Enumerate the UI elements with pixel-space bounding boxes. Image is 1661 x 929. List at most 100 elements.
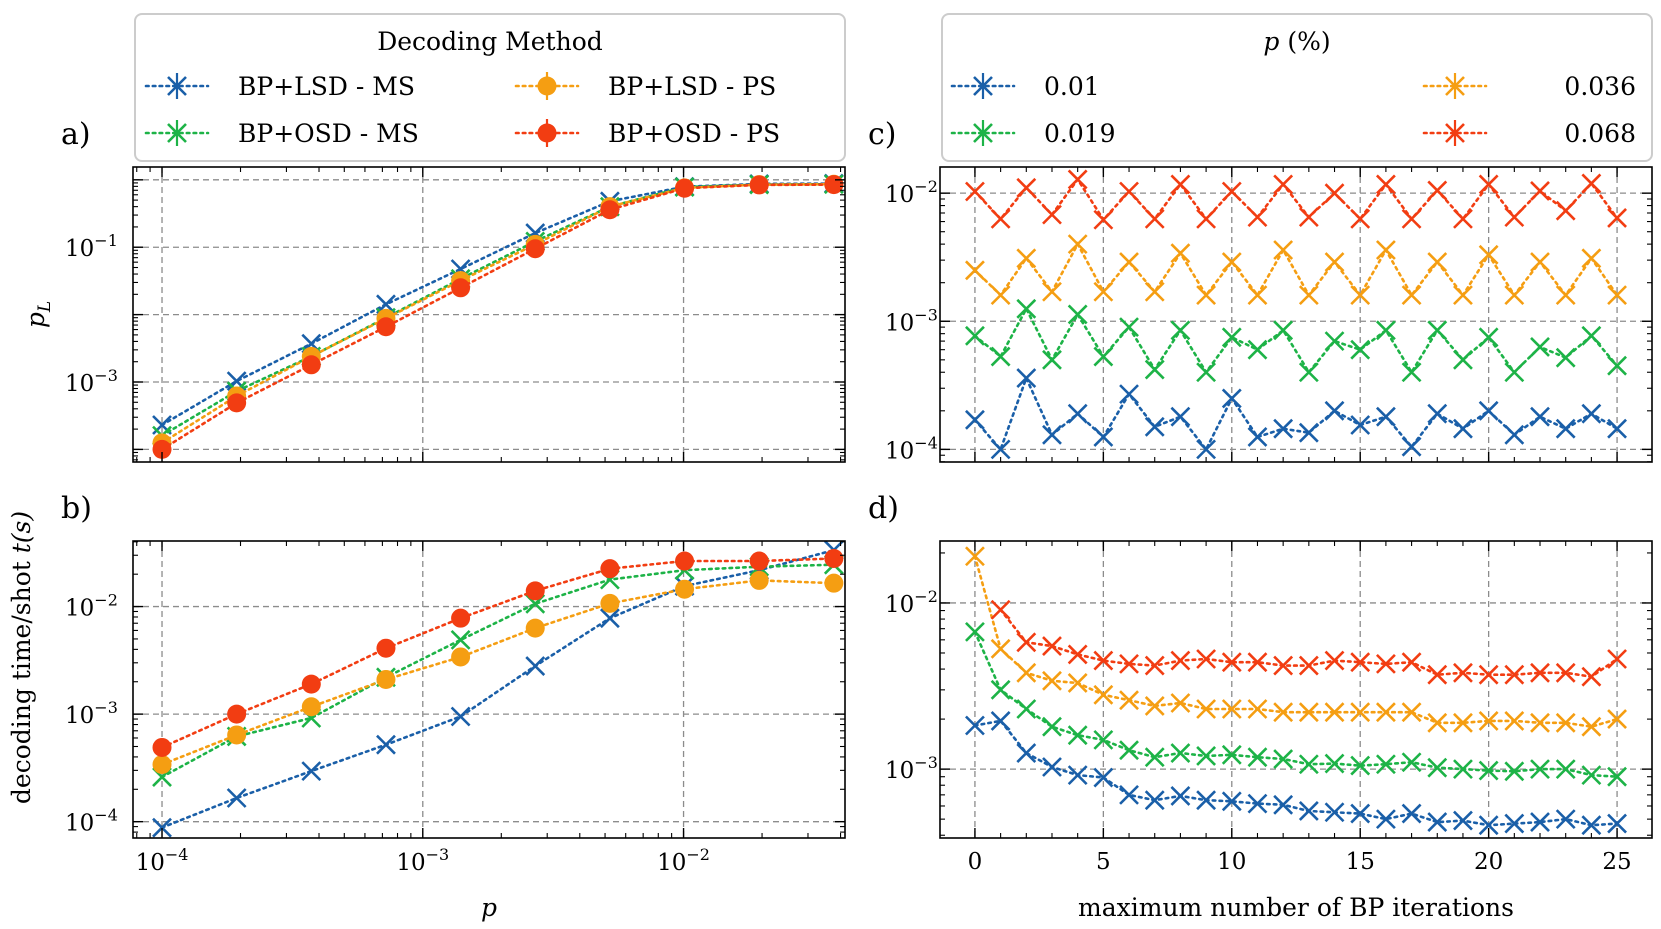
data-point [1324,650,1345,671]
series-line [973,554,1619,729]
data-point [451,608,471,628]
data-point [1350,339,1371,360]
data-point [1144,208,1165,229]
panel-c-frame [939,166,1653,463]
data-point [450,706,471,727]
data-point [1093,650,1114,671]
y-tick-label: 10−2 [885,177,938,208]
tick-base: 10 [65,371,94,397]
data-point [152,737,172,757]
data-point [990,711,1011,731]
data-point [1016,298,1037,319]
x-tick-label: 10−2 [657,845,710,876]
data-point [1144,696,1165,716]
data-point [1067,725,1088,746]
legend-item-label: 0.01 [1044,72,1100,101]
data-point [1350,208,1371,229]
data-point [227,704,247,724]
data-point [1298,362,1319,383]
series-line [160,182,836,445]
data-point [1530,181,1550,201]
data-point [1144,655,1165,676]
legend-marker [537,76,557,96]
data-point [600,559,620,579]
data-point [1273,655,1294,676]
data-point [1478,711,1499,731]
legend-title: p (%) [1263,27,1330,56]
legend-box [941,13,1653,162]
x-tick-label: 20 [1474,849,1503,875]
data-point [1119,317,1139,338]
data-point [1555,347,1576,368]
data-point [1453,759,1473,780]
data-point [1324,183,1345,204]
data-point [1453,208,1473,229]
data-point [1144,416,1165,437]
data-point [1144,281,1165,302]
data-point [301,761,322,782]
data-point [1196,362,1217,383]
data-point [1478,664,1499,685]
legend-marker [973,76,993,96]
data-point [1016,632,1037,653]
y-tick-label: 10−4 [885,433,938,464]
data-point [1119,653,1139,674]
panel-d-series-0-068 [990,599,1627,687]
data-point [675,579,695,599]
data-point [1221,744,1242,765]
data-point [376,669,396,689]
data-point [152,755,172,775]
data-point [1581,765,1602,786]
data-point [824,175,844,195]
data-point [965,546,985,567]
legend-item-label: 0.019 [1044,119,1116,148]
panel-d-series-0-036 [965,546,1627,737]
data-point [1196,699,1217,719]
data-point [1221,652,1242,673]
legend-item-label: 0.036 [1564,72,1636,101]
data-point [1119,181,1139,202]
data-point [1324,252,1345,272]
data-point [1093,684,1114,705]
data-point [1247,747,1268,768]
legend-item-label: 0.068 [1564,119,1636,148]
data-point [965,409,985,430]
data-point [1273,174,1294,195]
data-point [227,725,247,745]
panel-b-y-axis-label: decoding time/shot t(s) [7,511,36,804]
data-point [965,181,985,202]
data-point [1555,662,1576,683]
data-point [1427,180,1448,201]
data-point [965,715,985,736]
legend-marker [167,123,187,143]
series-line [160,182,836,437]
data-point [1427,712,1448,733]
legend-decoding-method: Decoding Method BP+LSD - MS BP+LSD - PS BP+… [134,13,846,162]
panel-a-series-bp-osd-ms [152,174,844,446]
data-point [1093,767,1114,788]
data-point [1401,652,1422,673]
data-point [1016,699,1037,719]
data-point [1530,812,1550,833]
series-line [160,548,836,829]
data-point [1196,285,1217,306]
data-point [1581,716,1602,737]
data-point [990,439,1011,460]
data-point [1093,346,1114,367]
tick-exponent: −3 [914,305,938,324]
data-point [990,285,1011,306]
tick-exponent: −2 [94,591,118,610]
data-point [1581,173,1602,194]
data-point [1401,285,1422,306]
tick-base: 10 [657,850,686,876]
panel-c-series-0-068 [965,169,1627,230]
data-point [1221,327,1242,348]
data-point [965,325,985,346]
legend-marker [167,76,187,96]
legend-item: 0.01 [950,72,1100,101]
data-point [990,208,1011,229]
tick-base: 10 [885,758,914,784]
ylabel-subscript: L [35,301,55,313]
panel-d-series-0-01 [965,711,1627,836]
panel-a-series-bp-lsd-ms [152,173,844,435]
